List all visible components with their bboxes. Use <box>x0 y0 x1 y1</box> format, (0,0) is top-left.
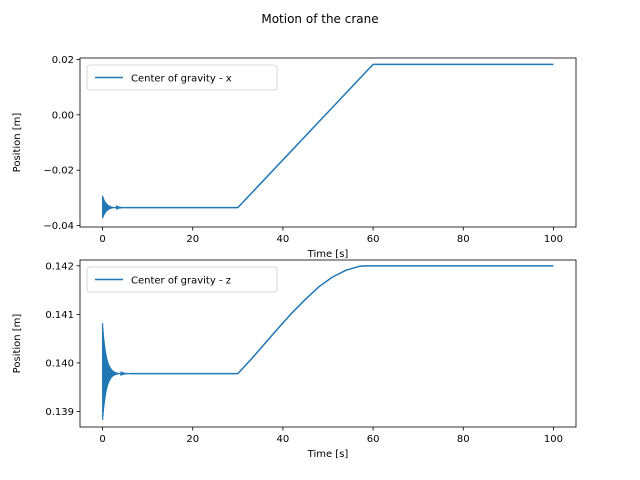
axes-frame <box>79 259 577 428</box>
axes-frame <box>79 57 577 228</box>
series-line <box>125 63 554 209</box>
subplot-2: 0 20 40 60 80 100 0.139 0.140 0.141 0.142 Time [s]… <box>12 259 577 460</box>
x-tick-label: 20 <box>186 234 199 245</box>
x-axis-label: Time [s] <box>307 249 349 260</box>
x-tick-label: 40 <box>277 434 290 445</box>
y-tick-label: 0.141 <box>45 310 74 321</box>
x-tick-label: 100 <box>544 234 563 245</box>
y-tick-label: 0.142 <box>45 261 74 272</box>
y-axis-label: Position [m] <box>12 314 23 374</box>
x-axis-label: Time [s] <box>307 449 349 460</box>
y-axis-label: Position [m] <box>12 113 23 173</box>
x-tick-label: 0 <box>99 234 105 245</box>
legend-label: Center of gravity - x <box>131 74 232 85</box>
series-oscillation-line <box>101 195 126 219</box>
x-tick-label: 100 <box>544 434 563 445</box>
x-tick-label: 0 <box>99 434 105 445</box>
y-tick-label: 0.02 <box>52 55 74 66</box>
y-tick-label: −0.04 <box>43 221 74 232</box>
x-tick-label: 80 <box>457 434 470 445</box>
subplot-1: 0 20 40 60 80 100 −0.04 −0.02 0.00 0.02 Time [s] Po… <box>12 55 577 260</box>
y-tick-label: 0.00 <box>52 110 74 121</box>
legend: Center of gravity - z <box>86 266 278 293</box>
x-tick-label: 80 <box>457 234 470 245</box>
series-oscillation-line <box>101 323 130 420</box>
figure-title: Motion of the crane <box>261 12 378 26</box>
x-tick-label: 60 <box>367 234 380 245</box>
subplots: 0 20 40 60 80 100 −0.04 −0.02 0.00 0.02 Time [s] Po… <box>12 55 577 460</box>
series-line <box>129 265 554 375</box>
legend-box <box>86 266 278 293</box>
legend-box <box>86 64 278 91</box>
y-tick-label: −0.02 <box>43 166 74 177</box>
y-tick-label: 0.140 <box>45 358 74 369</box>
series-1 <box>101 63 554 219</box>
y-tick-label: 0.139 <box>45 407 74 418</box>
legend: Center of gravity - x <box>86 64 278 91</box>
x-tick-label: 60 <box>367 434 380 445</box>
series-1 <box>101 265 554 420</box>
x-tick-label: 20 <box>186 434 199 445</box>
legend-label: Center of gravity - z <box>131 276 231 287</box>
x-tick-label: 40 <box>277 234 290 245</box>
